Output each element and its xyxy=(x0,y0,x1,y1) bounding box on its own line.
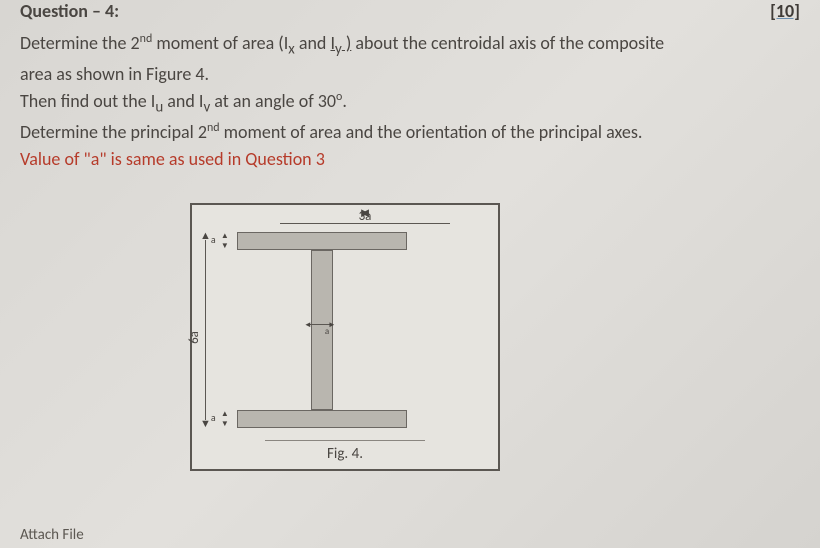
dim-a-top: a xyxy=(211,233,216,246)
line-2: area as shown in Figure 4. xyxy=(20,61,800,88)
arrow-up-icon: ▲ xyxy=(221,410,229,418)
dim-flange-group: a ▲ ▼ a ▲ ▼ xyxy=(221,232,229,428)
sup-nd: nd xyxy=(140,32,153,46)
t: Determine the principal 2 xyxy=(20,121,207,143)
question-title: Question – 4: xyxy=(20,0,119,22)
dim-6a: ▲ 6a ▼ xyxy=(200,232,211,428)
line-1: Determine the 2nd moment of area (Ix and… xyxy=(20,30,800,61)
arrow-up-icon: ▲ xyxy=(200,232,211,240)
arrow-down-icon: ▼ xyxy=(221,420,229,428)
t: ) xyxy=(342,32,352,54)
figure-box: 3a ◄ ► ▲ 6a ▼ xyxy=(190,203,500,471)
figure-4: 3a ◄ ► ▲ 6a ▼ xyxy=(190,203,500,471)
t: about the centroidal axis of the composi… xyxy=(351,32,664,54)
web xyxy=(311,250,333,410)
t: Then find out the I xyxy=(20,90,155,112)
sub-y: y xyxy=(335,41,342,59)
question-body: Determine the 2nd moment of area (Ix and… xyxy=(20,30,800,173)
dim-top-flange: a ▲ ▼ xyxy=(221,232,229,250)
arrow-down-icon: ▼ xyxy=(221,242,229,250)
arrow-up-icon: ▲ xyxy=(221,232,229,240)
t: at an angle of 30 xyxy=(210,90,336,112)
marks-label: [10] xyxy=(770,0,800,22)
line-5-red: Value of "a" is same as used in Question… xyxy=(20,146,800,173)
flange-bottom xyxy=(237,410,407,428)
line-4: Determine the principal 2nd moment of ar… xyxy=(20,119,800,146)
iy-underline: Iy ) xyxy=(330,32,351,54)
dim-bot-flange: a ▲ ▼ xyxy=(221,410,229,428)
arrow-down-icon: ▼ xyxy=(200,420,211,428)
sup-nd2: nd xyxy=(207,121,220,135)
dim-a-bot: a xyxy=(211,411,216,424)
t: moment of area and the orientation of th… xyxy=(220,121,643,143)
t: and xyxy=(295,32,331,54)
t: and I xyxy=(163,90,203,112)
t: moment of area (I xyxy=(152,32,288,54)
t: . xyxy=(342,90,347,112)
arrow-left-icon: ◄ xyxy=(304,320,312,330)
line-3: Then find out the Iu and Iv at an angle … xyxy=(20,88,800,119)
dim-6a-label: 6a xyxy=(187,331,202,344)
dim-web-label: a xyxy=(325,326,329,337)
figure-caption: Fig. 4. xyxy=(265,440,425,463)
dim-3a: 3a ◄ ► xyxy=(240,223,490,224)
arrow-right-icon: ► xyxy=(320,210,411,218)
i-beam-shape: ◄ ► a xyxy=(237,232,407,428)
t: Determine the 2 xyxy=(20,32,140,54)
attach-file-label[interactable]: Attach File xyxy=(20,526,84,544)
flange-top xyxy=(237,232,407,250)
